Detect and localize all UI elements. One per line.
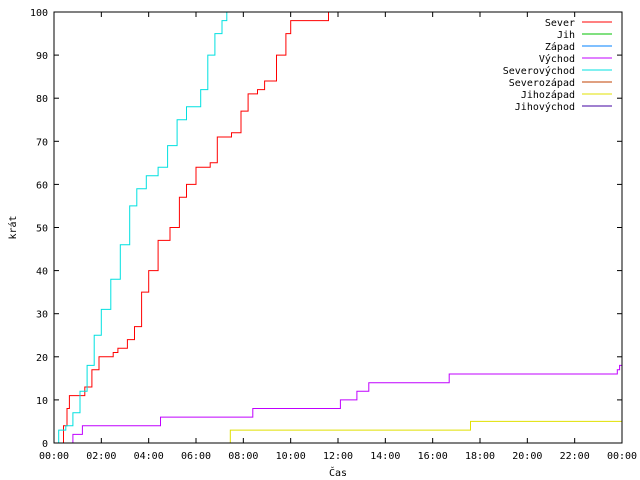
x-tick-label: 14:00 <box>370 451 400 462</box>
legend: SeverJihZápadVýchodSeverovýchodSeverozáp… <box>503 18 612 113</box>
x-tick-label: 16:00 <box>418 451 448 462</box>
y-tick-label: 70 <box>36 137 48 148</box>
legend-label: Západ <box>545 41 575 53</box>
legend-label: Jih <box>557 30 575 41</box>
x-tick-label: 12:00 <box>323 451 353 462</box>
y-tick-label: 90 <box>36 51 48 62</box>
y-tick-label: 100 <box>30 8 48 19</box>
legend-label: Jihovýchod <box>515 101 575 113</box>
y-tick-label: 10 <box>36 396 48 407</box>
x-tick-label: 20:00 <box>512 451 542 462</box>
series-line-3 <box>70 364 622 444</box>
x-axis-title: Čas <box>329 466 347 479</box>
y-tick-label: 80 <box>36 94 48 105</box>
legend-label: Východ <box>539 53 575 65</box>
x-axis: 00:00 02:00 04:00 06:00 08:00 10:00 12:00 14:00… <box>39 12 637 462</box>
x-tick-label: 06:00 <box>181 451 211 462</box>
legend-label: Jihozápad <box>521 89 575 101</box>
y-tick-label: 20 <box>36 353 48 364</box>
legend-label: Sever <box>545 18 575 29</box>
y-tick-label: 0 <box>42 439 48 450</box>
x-tick-label: 02:00 <box>86 451 116 462</box>
series-line-4 <box>56 11 228 444</box>
x-tick-label: 22:00 <box>560 451 590 462</box>
legend-label: Severozápad <box>509 77 575 89</box>
series-line-0 <box>59 11 330 444</box>
x-tick-label: 18:00 <box>465 451 495 462</box>
legend-label: Severovýchod <box>503 65 575 77</box>
y-axis-title: krát <box>7 215 19 239</box>
y-tick-label: 60 <box>36 180 48 191</box>
x-tick-label: 10:00 <box>276 451 306 462</box>
x-tick-label: 00:00 <box>607 451 637 462</box>
x-tick-label: 08:00 <box>228 451 258 462</box>
x-tick-label: 04:00 <box>134 451 164 462</box>
y-tick-label: 30 <box>36 310 48 321</box>
y-tick-label: 50 <box>36 224 48 235</box>
x-tick-label: 00:00 <box>39 451 69 462</box>
y-tick-label: 40 <box>36 267 48 278</box>
y-axis: 0 10 20 30 40 50 60 70 80 90 100 <box>30 8 622 450</box>
